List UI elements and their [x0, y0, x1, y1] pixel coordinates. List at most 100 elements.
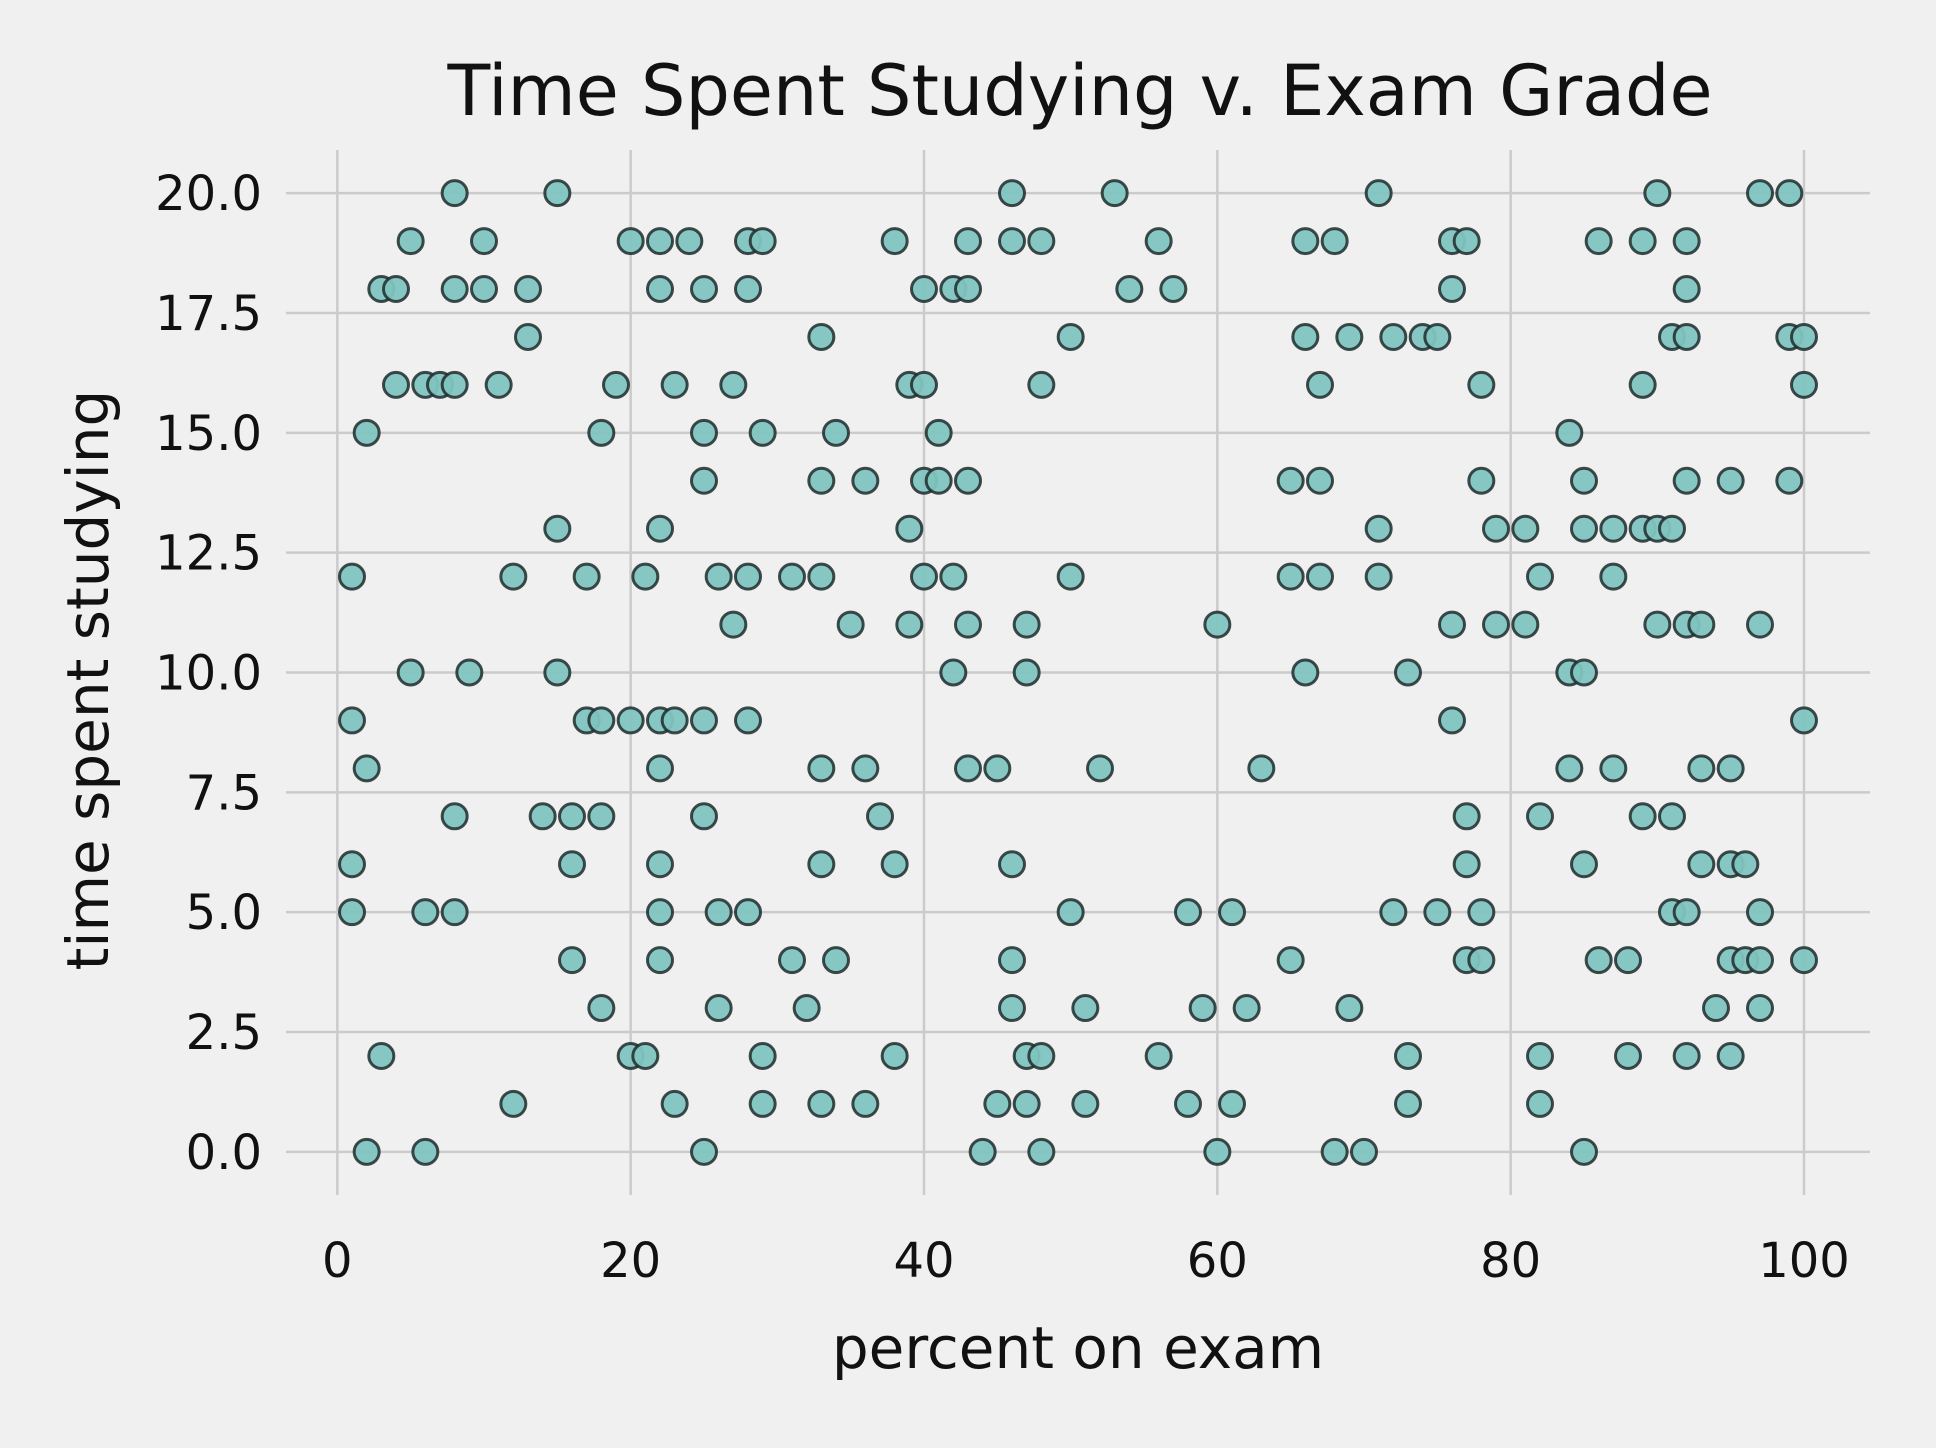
- data-point: [1203, 1137, 1232, 1166]
- data-point: [895, 610, 924, 639]
- y-tick-label: 7.5: [186, 765, 262, 821]
- data-point: [631, 562, 660, 591]
- data-point: [602, 370, 630, 399]
- data-point: [1628, 370, 1657, 399]
- data-point: [1775, 179, 1804, 208]
- data-point: [1716, 1041, 1745, 1070]
- y-tick-label: 5.0: [186, 885, 262, 941]
- data-point: [778, 946, 806, 975]
- x-axis-label: percent on exam: [832, 1314, 1324, 1382]
- data-point: [1071, 994, 1100, 1023]
- data-point: [1438, 275, 1466, 304]
- data-point: [1570, 514, 1598, 543]
- data-point: [1790, 946, 1818, 975]
- data-point: [411, 1137, 440, 1166]
- data-point: [1746, 898, 1774, 927]
- data-point: [1570, 466, 1598, 495]
- data-point: [514, 322, 542, 351]
- y-axis-label: time spent studying: [54, 390, 122, 971]
- data-point: [558, 850, 586, 879]
- data-point: [1746, 179, 1774, 208]
- data-point: [1526, 562, 1554, 591]
- data-point: [1452, 802, 1481, 831]
- data-point: [470, 227, 498, 256]
- data-point: [587, 706, 616, 735]
- data-point: [880, 850, 909, 879]
- data-point: [587, 994, 616, 1023]
- data-point: [1335, 994, 1364, 1023]
- data-point: [1276, 562, 1305, 591]
- data-point: [1394, 658, 1422, 687]
- data-point: [998, 179, 1026, 208]
- data-point: [1438, 610, 1466, 639]
- data-point: [1482, 610, 1510, 639]
- data-point: [352, 1137, 381, 1166]
- data-point: [1672, 227, 1701, 256]
- data-point: [792, 994, 821, 1023]
- data-point: [1144, 227, 1173, 256]
- x-tick-label: 0: [322, 1233, 353, 1289]
- data-point: [382, 370, 410, 399]
- data-point: [1012, 1089, 1041, 1118]
- data-point: [866, 802, 894, 831]
- data-point: [1423, 898, 1452, 927]
- data-point: [616, 706, 645, 735]
- data-point: [1511, 610, 1540, 639]
- data-point: [1584, 227, 1613, 256]
- y-tick-label: 20.0: [155, 166, 262, 222]
- data-point: [1012, 658, 1041, 687]
- data-point: [1452, 227, 1481, 256]
- data-point: [807, 322, 836, 351]
- data-point: [440, 275, 469, 304]
- data-point: [1526, 1089, 1554, 1118]
- data-point: [1394, 1041, 1422, 1070]
- data-point: [499, 562, 528, 591]
- data-point: [382, 275, 410, 304]
- data-point: [660, 706, 689, 735]
- data-point: [396, 227, 425, 256]
- data-point: [1423, 322, 1452, 351]
- data-point: [1599, 514, 1628, 543]
- data-point: [1291, 658, 1320, 687]
- data-point: [352, 418, 381, 447]
- data-point: [440, 802, 469, 831]
- data-point: [1716, 754, 1745, 783]
- data-point: [543, 179, 572, 208]
- data-point: [1218, 1089, 1246, 1118]
- data-point: [572, 562, 601, 591]
- data-point: [954, 466, 982, 495]
- data-point: [1775, 466, 1804, 495]
- y-axis-ticks: 0.0 2.5 5.0 7.5 10.0 12.5 15.0 17.5 20.0: [155, 166, 262, 1181]
- data-point: [822, 946, 850, 975]
- data-point: [1672, 322, 1701, 351]
- data-point: [1364, 514, 1393, 543]
- data-point: [1599, 562, 1628, 591]
- data-point: [939, 658, 968, 687]
- data-point: [1672, 275, 1701, 304]
- x-tick-label: 100: [1758, 1233, 1850, 1289]
- data-point: [470, 275, 498, 304]
- data-point: [352, 754, 381, 783]
- data-point: [851, 754, 880, 783]
- data-point: [924, 466, 953, 495]
- data-point: [748, 1089, 777, 1118]
- data-point: [1291, 227, 1320, 256]
- data-point: [851, 1089, 880, 1118]
- data-point: [646, 946, 674, 975]
- data-point: [1746, 610, 1774, 639]
- data-point: [1628, 227, 1657, 256]
- data-point: [1320, 1137, 1349, 1166]
- data-point: [558, 946, 586, 975]
- data-point: [440, 898, 469, 927]
- data-point: [1100, 179, 1129, 208]
- data-point: [1482, 514, 1510, 543]
- data-point: [998, 227, 1026, 256]
- data-point: [1276, 946, 1305, 975]
- data-point: [983, 1089, 1012, 1118]
- data-point: [1306, 562, 1334, 591]
- data-point: [1320, 227, 1349, 256]
- y-tick-label: 15.0: [155, 406, 262, 462]
- data-point: [440, 370, 469, 399]
- data-point: [616, 227, 645, 256]
- data-point: [646, 514, 674, 543]
